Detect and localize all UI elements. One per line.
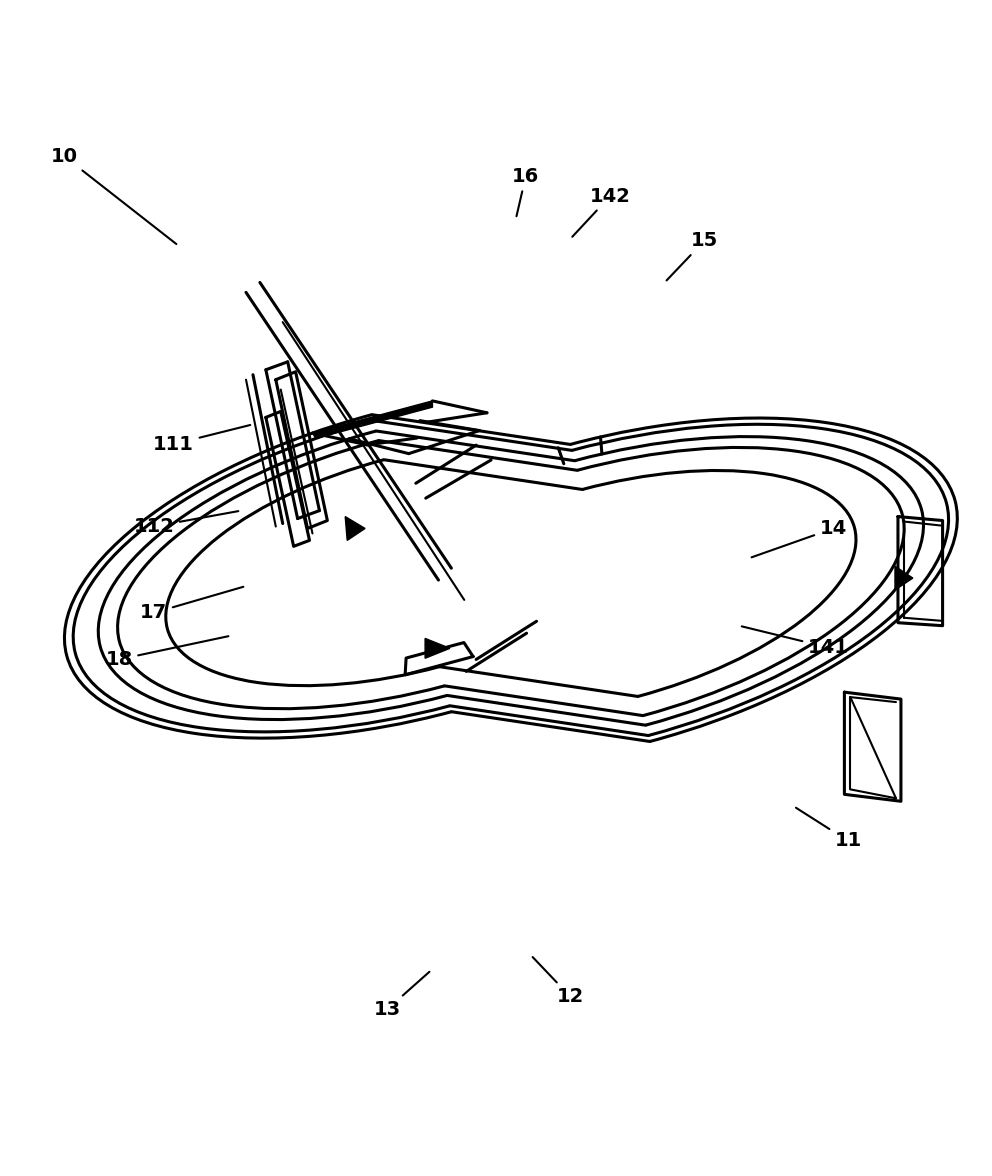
Text: 111: 111 — [153, 425, 250, 454]
Text: 11: 11 — [796, 808, 862, 850]
Text: 16: 16 — [512, 167, 540, 216]
Text: 17: 17 — [140, 587, 243, 622]
Text: 18: 18 — [105, 636, 228, 669]
Text: 15: 15 — [667, 232, 718, 280]
Text: 13: 13 — [373, 971, 430, 1020]
Polygon shape — [312, 401, 433, 439]
Text: 112: 112 — [133, 512, 238, 536]
Text: 14: 14 — [752, 519, 847, 557]
Text: 141: 141 — [742, 627, 849, 657]
Polygon shape — [426, 639, 450, 659]
Polygon shape — [895, 566, 913, 590]
Text: 142: 142 — [572, 187, 631, 236]
Text: 10: 10 — [51, 147, 177, 245]
Text: 12: 12 — [533, 957, 584, 1007]
Polygon shape — [345, 516, 365, 541]
